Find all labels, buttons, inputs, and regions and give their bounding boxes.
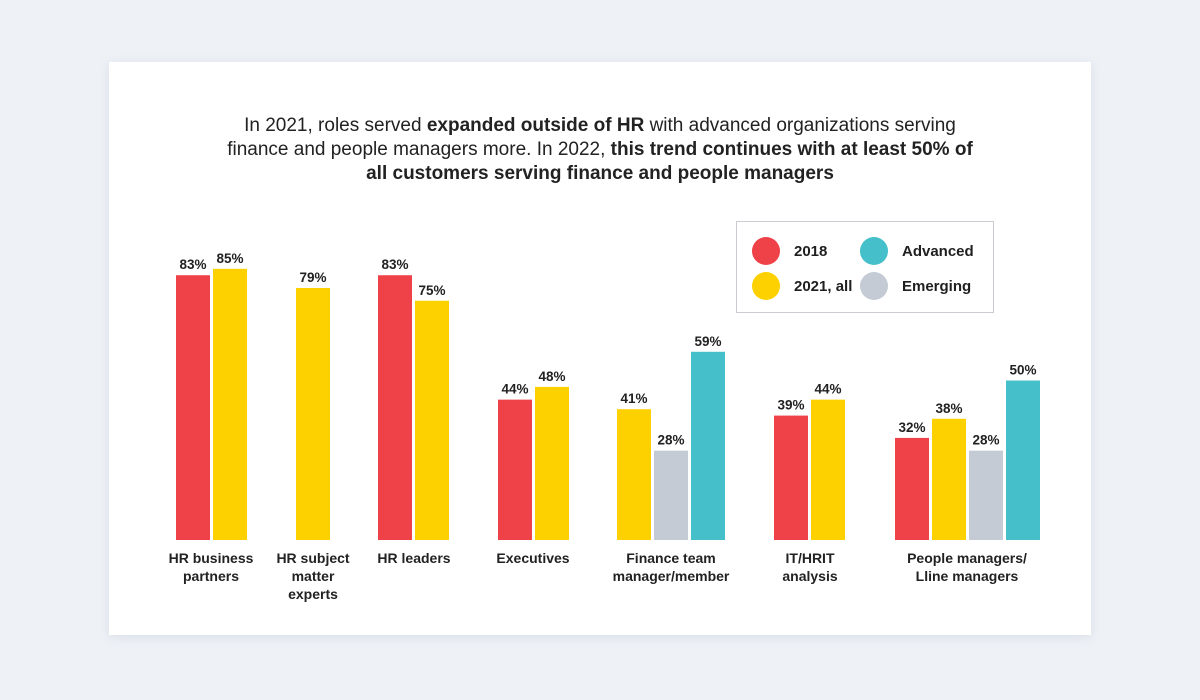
bar-hr-leaders-2018 — [378, 275, 412, 540]
data-label-hr-leaders-2018: 83% — [381, 257, 408, 272]
bar-people-managers-lline-managers-advanced — [1006, 380, 1040, 540]
category-label-hr-leaders: HR leaders — [344, 549, 484, 567]
bar-people-managers-lline-managers-2018 — [895, 437, 929, 540]
category-label-line: Lline managers — [915, 568, 1019, 584]
data-label-hr-business-partners-2021-all: 85% — [216, 251, 243, 266]
bar-finance-team-manager-member-2021-all — [617, 409, 651, 540]
legend-swatch-2021-all — [752, 272, 780, 300]
bar-executives-2018 — [498, 399, 532, 540]
title-text: with advanced organizations serving — [644, 115, 956, 136]
bar-hr-subject-matter-experts-2021-all — [296, 287, 330, 540]
legend-item-2018: 2018 — [752, 237, 827, 265]
category-label-line: IT/HRIT — [785, 550, 835, 566]
legend: 2018 2021, all Advanced Emerging — [736, 221, 994, 313]
title-text: In 2021, roles served — [244, 115, 427, 136]
category-label-hr-business-partners: HR business partners — [141, 549, 281, 585]
title-bold-text: expanded outside of HR — [426, 115, 645, 136]
data-label-it-hrit-analysis-2021-all: 44% — [814, 382, 841, 397]
bar-hr-leaders-2021-all — [415, 300, 449, 540]
category-label-line: Finance team — [626, 550, 716, 566]
legend-swatch-2018 — [752, 237, 780, 265]
category-label-finance-team-manager-member: Finance team manager/member — [601, 549, 741, 585]
category-label-people-managers-lline-managers: People managers/Lline managers — [897, 549, 1037, 585]
category-label-line: analysis — [782, 568, 838, 584]
data-label-it-hrit-analysis-2018: 39% — [777, 398, 804, 413]
chart-title: In 2021, roles served expanded outside o… — [109, 114, 1091, 186]
category-label-executives: Executives — [463, 549, 603, 567]
legend-label: 2021, all — [794, 277, 853, 295]
category-label-line: HR leaders — [377, 550, 451, 566]
title-text: finance and people managers more. In 202… — [227, 139, 611, 160]
category-label-line: People managers/ — [907, 550, 1027, 566]
category-label-line: experts — [288, 586, 338, 602]
legend-label: Emerging — [902, 277, 972, 295]
bar-it-hrit-analysis-2018 — [774, 415, 808, 540]
bar-finance-team-manager-member-advanced — [691, 351, 725, 540]
category-label-line: HR subject — [276, 550, 350, 566]
category-label-line: partners — [182, 568, 240, 584]
data-label-finance-team-manager-member-2021-all: 41% — [620, 391, 647, 406]
category-label-hr-subject-matter-experts: HR subject matter experts — [243, 549, 383, 603]
data-label-executives-2021-all: 48% — [538, 369, 565, 384]
data-label-people-managers-lline-managers-2021-all: 38% — [935, 401, 962, 416]
legend-item-emerging: Emerging — [860, 272, 971, 300]
category-label-line: Executives — [496, 550, 570, 566]
legend-item-2021-all: 2021, all — [752, 272, 852, 300]
category-label-line: manager/member — [612, 568, 730, 584]
data-label-finance-team-manager-member-advanced: 59% — [694, 334, 721, 349]
bar-finance-team-manager-member-emerging — [654, 450, 688, 540]
data-label-executives-2018: 44% — [501, 382, 528, 397]
bar-people-managers-lline-managers-emerging — [969, 450, 1003, 540]
title-bold-text: all customers serving finance and people… — [366, 163, 834, 184]
data-label-hr-subject-matter-experts-2021-all: 79% — [299, 270, 326, 285]
legend-item-advanced: Advanced — [860, 237, 974, 265]
data-label-finance-team-manager-member-emerging: 28% — [657, 433, 684, 448]
bar-hr-business-partners-2021-all — [213, 268, 247, 540]
category-label-it-hrit-analysis: IT/HRIT analysis — [740, 549, 880, 585]
data-label-people-managers-lline-managers-emerging: 28% — [972, 433, 999, 448]
legend-label: Advanced — [902, 242, 974, 260]
title-bold-text: this trend continues with at least 50% o… — [610, 139, 973, 160]
data-label-people-managers-lline-managers-2018: 32% — [898, 420, 925, 435]
bar-hr-business-partners-2018 — [176, 275, 210, 540]
data-label-people-managers-lline-managers-advanced: 50% — [1009, 363, 1036, 378]
data-label-hr-business-partners-2018: 83% — [179, 257, 206, 272]
legend-label: 2018 — [794, 242, 828, 260]
category-label-line: HR business — [168, 550, 254, 566]
bar-executives-2021-all — [535, 386, 569, 540]
legend-swatch-advanced — [860, 237, 888, 265]
category-label-line: matter — [291, 568, 335, 584]
bar-it-hrit-analysis-2021-all — [811, 399, 845, 540]
data-label-hr-leaders-2021-all: 75% — [418, 283, 445, 298]
legend-swatch-emerging — [860, 272, 888, 300]
bar-people-managers-lline-managers-2021-all — [932, 418, 966, 540]
